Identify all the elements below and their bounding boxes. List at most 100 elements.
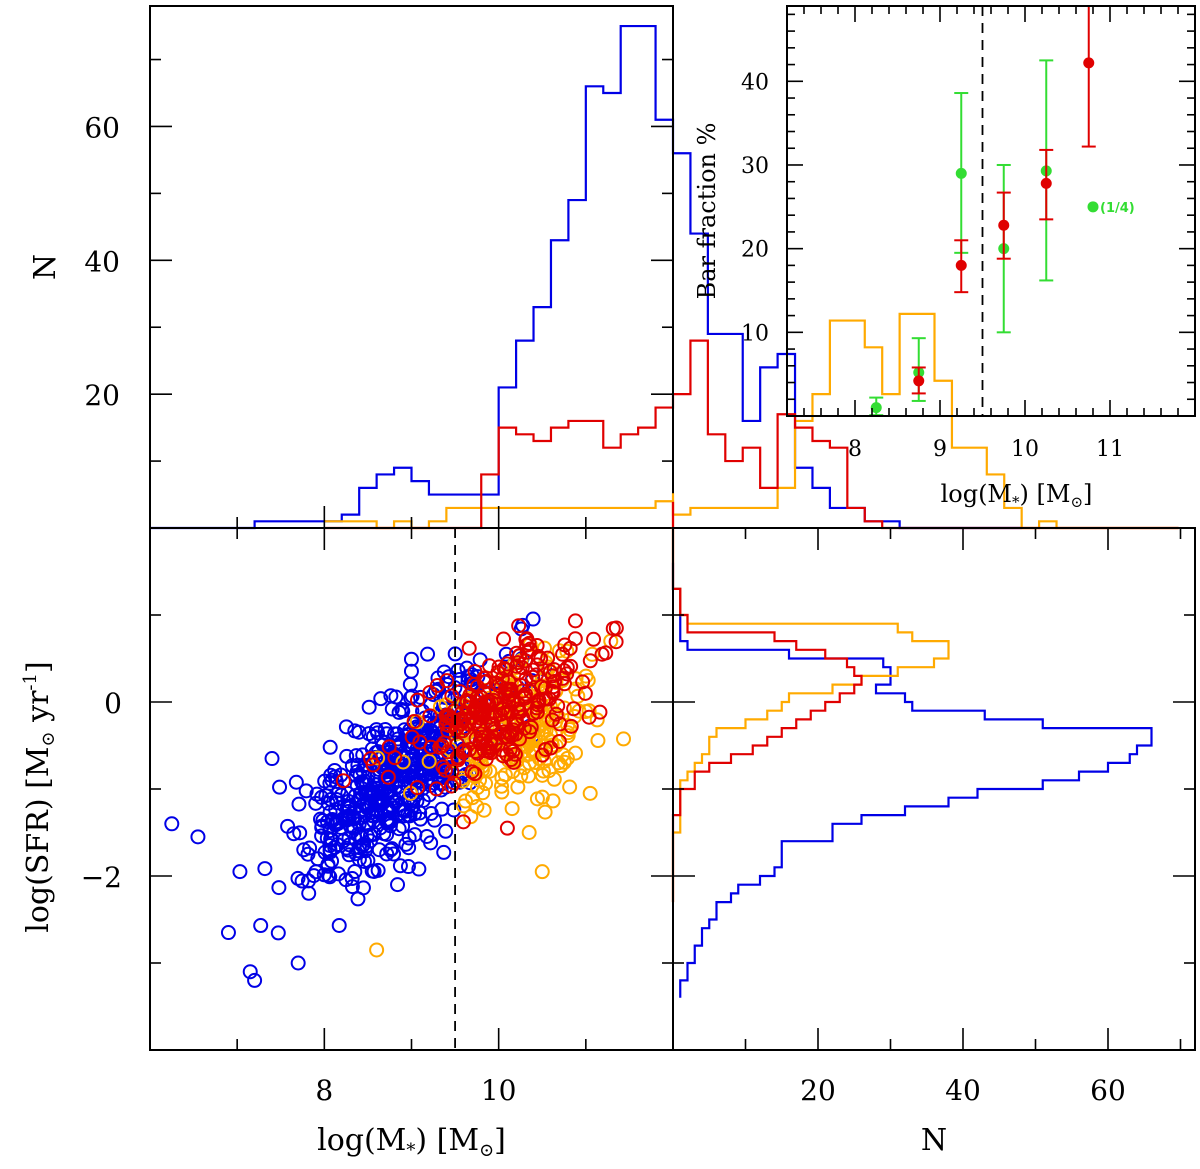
sfr-point-series-1 (521, 768, 537, 784)
x-label-sub: * (406, 1140, 415, 1161)
sfr-point-series-2 (444, 764, 460, 780)
sfr-point-series-2 (482, 658, 498, 674)
sfr-point-series-2 (422, 708, 438, 724)
sfr-point-series-2 (517, 686, 533, 702)
x-label-part: ) [M (415, 1123, 479, 1158)
sfr-point-series-2 (519, 637, 535, 653)
sfr-point-series-2 (544, 712, 560, 728)
x-label-part: ] (1083, 480, 1092, 508)
sfr-point-series-0 (271, 880, 287, 896)
sfr-histogram-series-0 (671, 562, 1153, 998)
sfr-point-series-0 (370, 791, 386, 807)
sfr-point-series-0 (344, 879, 360, 895)
bar-fraction-point-1-4 (1083, 57, 1095, 69)
sfr-point-series-2 (491, 659, 507, 675)
sfr-point-series-0 (383, 813, 399, 829)
x-axis-label: log(M*) [M⊙] (317, 1123, 506, 1161)
sfr-point-series-1 (589, 712, 605, 728)
sfr-point-series-0 (232, 864, 248, 880)
sfr-point-series-0 (397, 762, 413, 778)
sfr-point-series-0 (392, 858, 408, 874)
sfr-outlier-point (290, 955, 306, 971)
sfr-outlier-point (164, 816, 180, 832)
sfr-point-series-2 (540, 650, 556, 666)
sfr-point-series-2 (481, 744, 497, 760)
sfr-point-series-0 (394, 802, 410, 818)
sfr-point-series-0 (348, 767, 364, 783)
sfr-point-series-1 (469, 780, 485, 796)
sfr-point-series-0 (339, 748, 355, 764)
sfr-point-series-1 (553, 758, 569, 774)
sfr-point-series-0 (420, 646, 436, 662)
x-tick-label: 60 (1090, 1074, 1126, 1107)
sfr-point-series-0 (306, 868, 322, 884)
sfr-point-series-0 (391, 704, 407, 720)
sfr-point-series-2 (586, 631, 602, 647)
sfr-point-series-1 (537, 804, 553, 820)
sfr-point-series-2 (563, 718, 579, 734)
sfr-point-series-0 (344, 871, 360, 887)
sfr-point-series-0 (338, 812, 354, 828)
x-axis-label: log(M*) [M⊙] (941, 480, 1093, 511)
sfr-point-series-1 (494, 778, 510, 794)
sfr-point-series-2 (538, 741, 554, 757)
sfr-point-series-0 (403, 651, 419, 667)
sfr-point-series-1 (534, 789, 550, 805)
y-axis-label: log(SFR) [M⊙ yr-1] (20, 661, 59, 932)
sfr-point-series-0 (459, 660, 475, 676)
sfr-point-series-2 (453, 705, 469, 721)
sfr-point-series-2 (511, 731, 527, 747)
sfr-point-series-2 (510, 696, 526, 712)
sfr-point-series-0 (403, 802, 419, 818)
sfr-point-series-0 (292, 825, 308, 841)
sfr-histogram-frame (672, 527, 1196, 1051)
sfr-point-series-2 (467, 766, 483, 782)
sfr-point-series-1 (556, 754, 572, 770)
sfr-point-series-2 (434, 738, 450, 754)
sfr-point-series-1 (559, 643, 575, 659)
sfr-point-series-2 (550, 698, 566, 714)
bar-fraction-point-0-2 (955, 167, 967, 179)
sfr-point-series-0 (394, 702, 410, 718)
sfr-point-series-2 (451, 750, 467, 766)
sfr-point-series-2 (598, 645, 614, 661)
sfr-point-series-1 (550, 755, 566, 771)
sfr-point-series-0 (379, 826, 395, 842)
sfr-point-series-2 (567, 613, 583, 629)
sfr-point-series-2 (432, 739, 448, 755)
sfr-point-series-1 (421, 753, 437, 769)
sfr-point-series-1 (469, 799, 485, 815)
sfr-point-series-2 (556, 676, 572, 692)
x-tick-label: 8 (315, 1074, 333, 1107)
sfr-point-series-0 (338, 719, 354, 735)
sfr-point-series-0 (391, 821, 407, 837)
sfr-point-series-1 (590, 733, 606, 749)
mass-histogram-panel: 20 40 60 N (28, 5, 1179, 530)
y-label-part: log(SFR) [M (21, 747, 56, 933)
sfr-point-series-0 (400, 859, 416, 875)
x-tick-label: 20 (800, 1074, 836, 1107)
sfr-point-series-1 (504, 801, 520, 817)
x-label-part: ) [M (1020, 480, 1071, 508)
sfr-point-series-2 (423, 739, 439, 755)
sfr-point-series-2 (363, 751, 379, 767)
sfr-point-series-2 (563, 658, 579, 674)
sfr-point-series-0 (423, 806, 439, 822)
sfr-point-series-0 (370, 725, 386, 741)
x-label-sun: ⊙ (1070, 493, 1083, 511)
sfr-point-series-0 (294, 873, 310, 889)
sfr-point-series-2 (499, 656, 515, 672)
sfr-point-series-1 (616, 731, 632, 747)
sfr-point-series-2 (471, 720, 487, 736)
sfr-outlier-point (220, 925, 236, 941)
y-label-sup: -1 (20, 673, 41, 691)
sfr-point-series-2 (468, 703, 484, 719)
sfr-point-series-2 (582, 653, 598, 669)
sfr-point-series-0 (446, 802, 462, 818)
sfr-point-series-2 (409, 692, 425, 708)
sfr-point-series-0 (347, 723, 363, 739)
y-tick-label: 20 (741, 238, 769, 263)
sfr-point-series-0 (270, 925, 286, 941)
